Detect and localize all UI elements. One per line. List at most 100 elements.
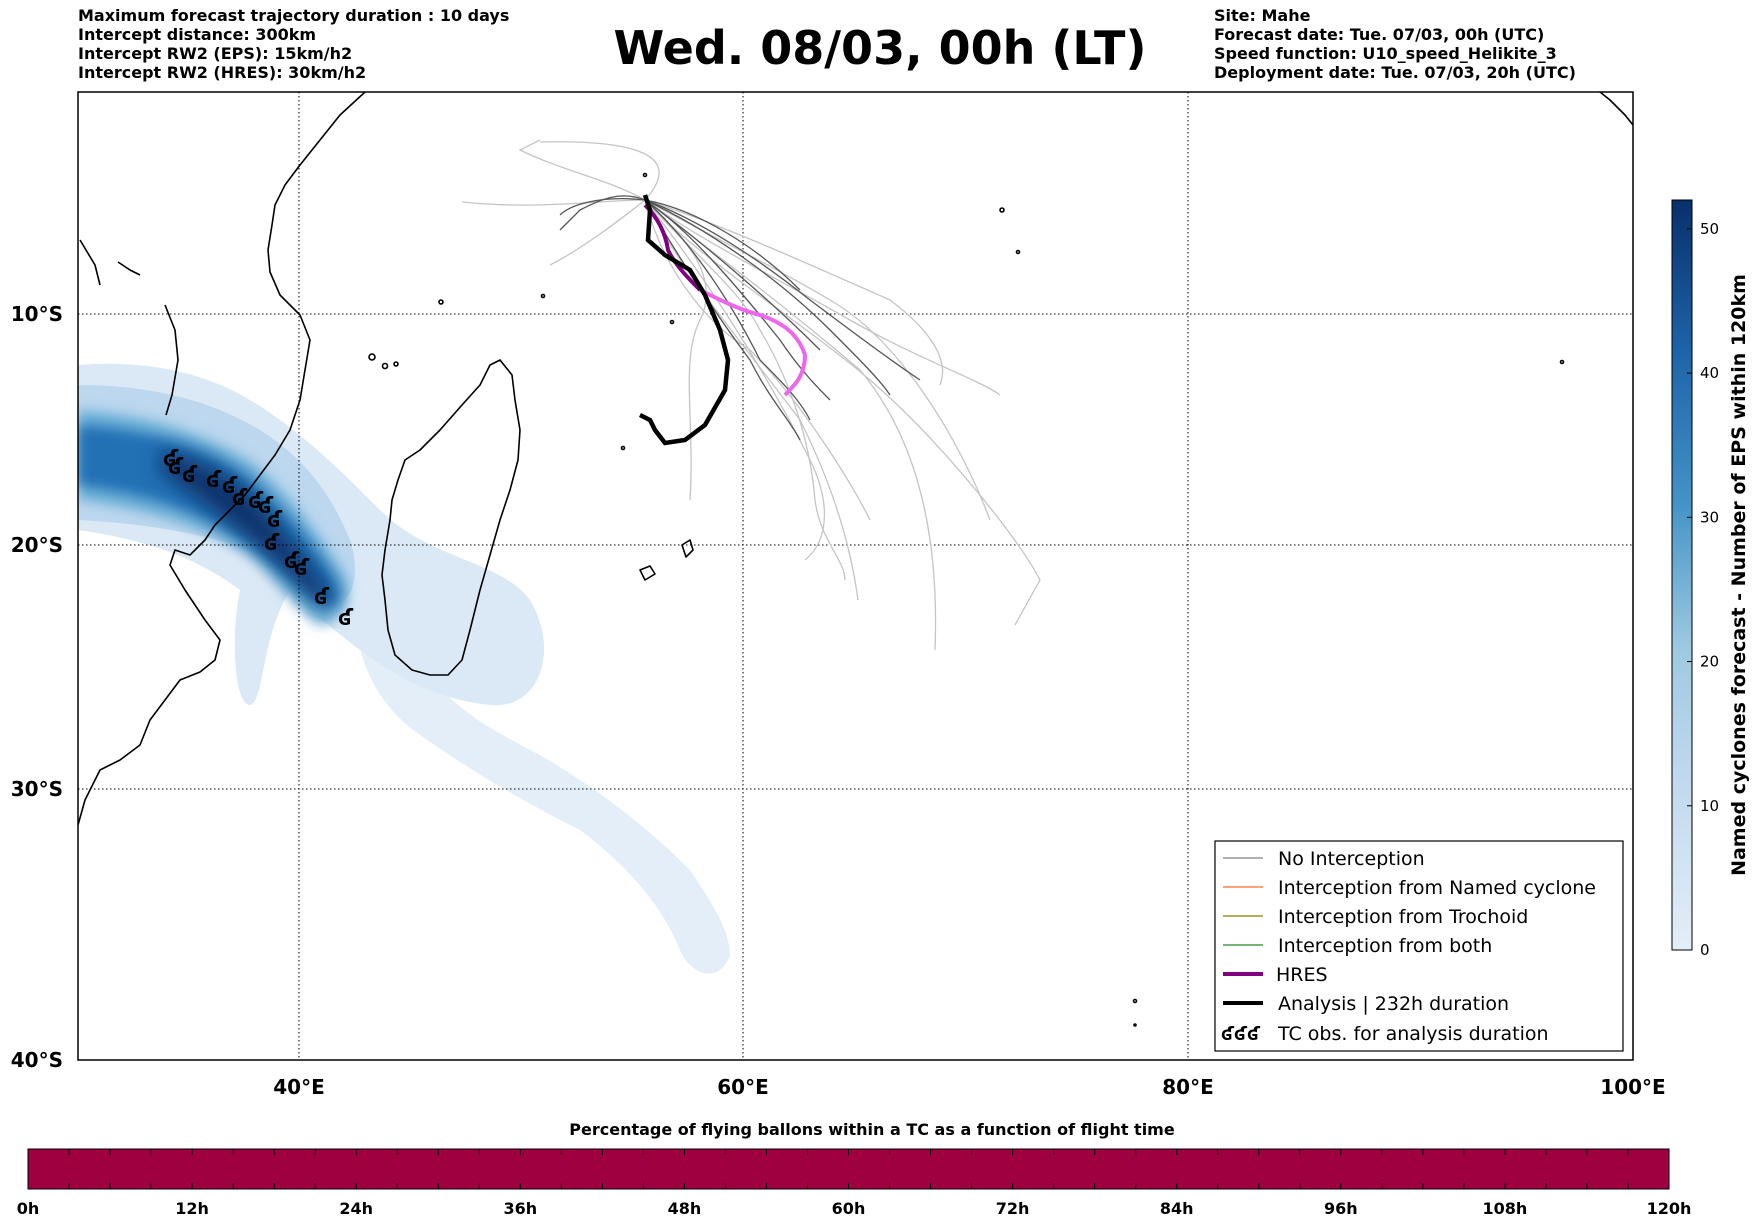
tc-obs-marker: ʛ xyxy=(258,494,274,519)
coast-lake-tanganyika xyxy=(79,239,101,286)
header-right: Site: Mahe Forecast date: Tue. 07/03, 00… xyxy=(1214,6,1576,82)
bottom-bar-minor-ticks xyxy=(68,1149,1629,1189)
right-colorbar: 0 10 20 30 40 50 Named cyclones forecast - Nu… xyxy=(1671,199,1750,959)
eps-light-track xyxy=(644,199,937,651)
island-cargados xyxy=(669,319,675,325)
bottom-bar-title: Percentage of flying ballons within a TC… xyxy=(569,1120,1175,1139)
lon-label-60e: 60°E xyxy=(717,1075,769,1099)
gridlines xyxy=(78,92,1633,1060)
map-frame xyxy=(77,91,1634,1061)
eps-light-track xyxy=(644,199,826,561)
bottom-bar-tick-label: 60h xyxy=(832,1199,866,1218)
header-rw2-hres: Intercept RW2 (HRES): 30km/h2 xyxy=(78,63,367,82)
island-st-paul xyxy=(1133,1023,1137,1027)
bottom-bar-tick-label: 36h xyxy=(503,1199,537,1218)
bottom-bar-tick-label: 120h xyxy=(1647,1199,1692,1218)
lat-label-40s: 40°S xyxy=(11,1048,63,1072)
eps-light-track xyxy=(518,139,646,201)
lon-label-100e: 100°E xyxy=(1600,1075,1665,1099)
lon-label-80e: 80°E xyxy=(1162,1075,1214,1099)
tc-obs-marker: ʛ xyxy=(206,468,222,493)
eps-light-track xyxy=(539,141,660,201)
colorbar-tick-label: 30 xyxy=(1700,508,1719,526)
density-tail xyxy=(355,595,730,974)
analysis-track xyxy=(638,194,731,446)
island-mahe xyxy=(642,172,648,178)
island-aldabra xyxy=(438,299,444,305)
coast-sumatra xyxy=(1599,92,1633,126)
tc-obs-marker: ʛ xyxy=(248,489,264,514)
tc-obs-marker: ʛ xyxy=(338,606,354,631)
colorbar-tick-label: 20 xyxy=(1700,653,1719,671)
header-distance: Intercept distance: 300km xyxy=(78,25,317,44)
tc-obs-marker: ʛ xyxy=(267,508,283,533)
legend-label-tc-obs: TC obs. for analysis duration xyxy=(1277,1023,1549,1045)
island-farquhar xyxy=(540,293,546,299)
bottom-bar-fill xyxy=(27,1148,1670,1190)
lon-labels: 40°E 60°E 80°E 100°E xyxy=(273,1075,1665,1099)
island-amsterdam xyxy=(1132,998,1138,1004)
bottom-bar-tick-label: 0h xyxy=(17,1199,40,1218)
eps-dark-track xyxy=(644,199,831,401)
legend-label-no-interception: No Interception xyxy=(1278,848,1425,870)
island-cocos xyxy=(1559,359,1565,365)
cyclone-density-layer xyxy=(78,363,730,974)
bottom-bar-labels: 0h 12h 24h 36h 48h 60h 72h 84h 96h 108h 120h xyxy=(17,1199,1692,1218)
header-rw2-eps: Intercept RW2 (EPS): 15km/h2 xyxy=(78,44,353,63)
bottom-bar: Percentage of flying ballons within a TC… xyxy=(17,1120,1692,1218)
eps-light-track xyxy=(549,199,646,266)
bottom-bar-tick-label: 96h xyxy=(1324,1199,1358,1218)
bottom-bar-tick-label: 108h xyxy=(1483,1199,1528,1218)
tc-obs-marker: ʛ xyxy=(284,549,300,574)
eps-light-track xyxy=(461,199,646,206)
eps-dark-track xyxy=(559,195,646,231)
island-chagos-1 xyxy=(999,207,1005,213)
legend-label-analysis: Analysis | 232h duration xyxy=(1278,993,1509,1015)
lat-labels: 10°S 20°S 30°S 40°S xyxy=(11,302,63,1072)
lat-label-30s: 30°S xyxy=(11,777,63,801)
density-peak xyxy=(160,450,332,606)
legend-label-named-cyclone: Interception from Named cyclone xyxy=(1278,877,1596,899)
lat-label-20s: 20°S xyxy=(11,533,63,557)
eps-dark-track xyxy=(644,199,801,291)
eps-dark-track xyxy=(644,199,821,351)
header-left: Maximum forecast trajectory duration : 1… xyxy=(78,6,509,82)
legend-swatch-tc-obs: ʛʛʛ xyxy=(1221,1023,1261,1045)
eps-dark-track xyxy=(644,199,921,381)
coast-lake-malawi xyxy=(164,304,179,416)
coast-madagascar xyxy=(381,359,521,676)
eps-light-track xyxy=(644,199,1001,396)
eps-dark-track xyxy=(644,199,801,441)
legend-label-both: Interception from both xyxy=(1278,935,1492,957)
eps-dark-track xyxy=(559,198,646,216)
legend-box xyxy=(1214,840,1624,1052)
legend-label-hres: HRES xyxy=(1276,964,1328,986)
eps-dark-track xyxy=(644,199,811,421)
tc-obs-marker: ʛ xyxy=(168,455,184,480)
tc-obs-marker: ʛ xyxy=(232,486,248,511)
header-forecast-date: Forecast date: Tue. 07/03, 00h (UTC) xyxy=(1214,25,1545,44)
lon-label-40e: 40°E xyxy=(273,1075,325,1099)
header-duration: Maximum forecast trajectory duration : 1… xyxy=(78,6,510,25)
hres-track-early xyxy=(643,203,702,292)
eps-dark-tracks xyxy=(559,195,921,441)
tc-obs-marker: ʛ xyxy=(314,585,330,610)
bottom-bar-tick-label: 24h xyxy=(339,1199,373,1218)
tc-obs-marker: ʛ xyxy=(222,474,238,499)
bottom-bar-tick-label: 48h xyxy=(668,1199,702,1218)
colorbar-tick-label: 40 xyxy=(1700,364,1719,382)
island-chagos-2 xyxy=(1015,249,1021,255)
bottom-bar-tick-label: 84h xyxy=(1160,1199,1194,1218)
island-mauritius xyxy=(681,539,694,558)
island-comoros-2 xyxy=(381,362,389,370)
tc-obs-marker: ʛ xyxy=(264,531,280,556)
header-deployment-date: Deployment date: Tue. 07/03, 20h (UTC) xyxy=(1214,63,1576,82)
eps-dark-track xyxy=(644,199,891,396)
island-tromelin xyxy=(620,445,626,451)
tc-obs-marker: ʛ xyxy=(294,556,310,581)
lat-label-10s: 10°S xyxy=(11,302,63,326)
eps-light-track xyxy=(644,199,859,601)
island-reunion xyxy=(639,565,656,581)
coast-lake-rukwa xyxy=(117,261,141,276)
